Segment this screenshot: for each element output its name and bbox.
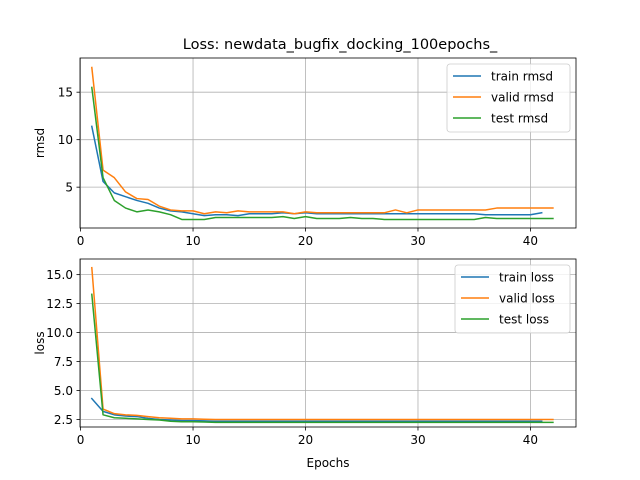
x-tick-label: 10 bbox=[185, 433, 200, 447]
y-tick-label: 5 bbox=[65, 181, 73, 195]
x-axis-label: Epochs bbox=[307, 456, 350, 470]
y-axis-label: rmsd bbox=[33, 128, 47, 158]
y-tick-label: 2.5 bbox=[54, 413, 73, 427]
series-line-train-loss bbox=[90, 397, 543, 422]
x-tick-label: 30 bbox=[410, 234, 425, 248]
series-line-valid-loss bbox=[91, 266, 554, 421]
series-line-test-loss bbox=[90, 293, 554, 424]
y-axis-label: loss bbox=[33, 331, 47, 354]
x-tick-label: 10 bbox=[185, 234, 200, 248]
x-tick-label: 30 bbox=[410, 433, 425, 447]
legend-label: test loss bbox=[499, 313, 549, 327]
legend-label: valid rmsd bbox=[491, 91, 554, 105]
loss-panel: 0 10 20 30 40 2.5 5.0 7.5 10.0 12.5 15.0 loss train … bbox=[33, 258, 577, 447]
series-line-valid-rmsd bbox=[90, 66, 554, 215]
legend: train loss valid loss test loss bbox=[454, 264, 571, 334]
legend: train rmsd valid rmsd test rmsd bbox=[446, 63, 571, 133]
legend-label: valid loss bbox=[499, 292, 555, 306]
x-tick-label: 0 bbox=[77, 433, 85, 447]
y-tick-label: 10 bbox=[58, 133, 73, 147]
x-tick-label: 40 bbox=[523, 234, 538, 248]
y-tick-label: 5.0 bbox=[54, 384, 73, 398]
axes-frame bbox=[79, 258, 577, 428]
legend-box bbox=[446, 63, 571, 133]
x-tick-label: 0 bbox=[77, 234, 85, 248]
legend-label: test rmsd bbox=[491, 112, 548, 126]
rmsd-panel: 0 10 20 30 40 5 10 15 rmsd train rmsd valid rmsd te… bbox=[33, 57, 577, 248]
x-tick-label: 20 bbox=[298, 234, 313, 248]
axes-frame bbox=[79, 57, 577, 229]
y-tick-label: 7.5 bbox=[54, 355, 73, 369]
y-tick-label: 15.0 bbox=[46, 268, 73, 282]
series-line-test-rmsd bbox=[90, 86, 554, 221]
y-tick-label: 15 bbox=[58, 86, 73, 100]
legend-label: train loss bbox=[499, 271, 554, 285]
y-tick-label: 12.5 bbox=[46, 297, 73, 311]
legend-label: train rmsd bbox=[491, 70, 553, 84]
x-tick-label: 40 bbox=[523, 433, 538, 447]
legend-box bbox=[454, 264, 571, 334]
x-tick-label: 20 bbox=[298, 433, 313, 447]
chart-title: Loss: newdata_bugfix_docking_100epochs_ bbox=[183, 37, 498, 53]
y-tick-label: 10.0 bbox=[46, 326, 73, 340]
series-line-train-rmsd bbox=[90, 125, 543, 217]
